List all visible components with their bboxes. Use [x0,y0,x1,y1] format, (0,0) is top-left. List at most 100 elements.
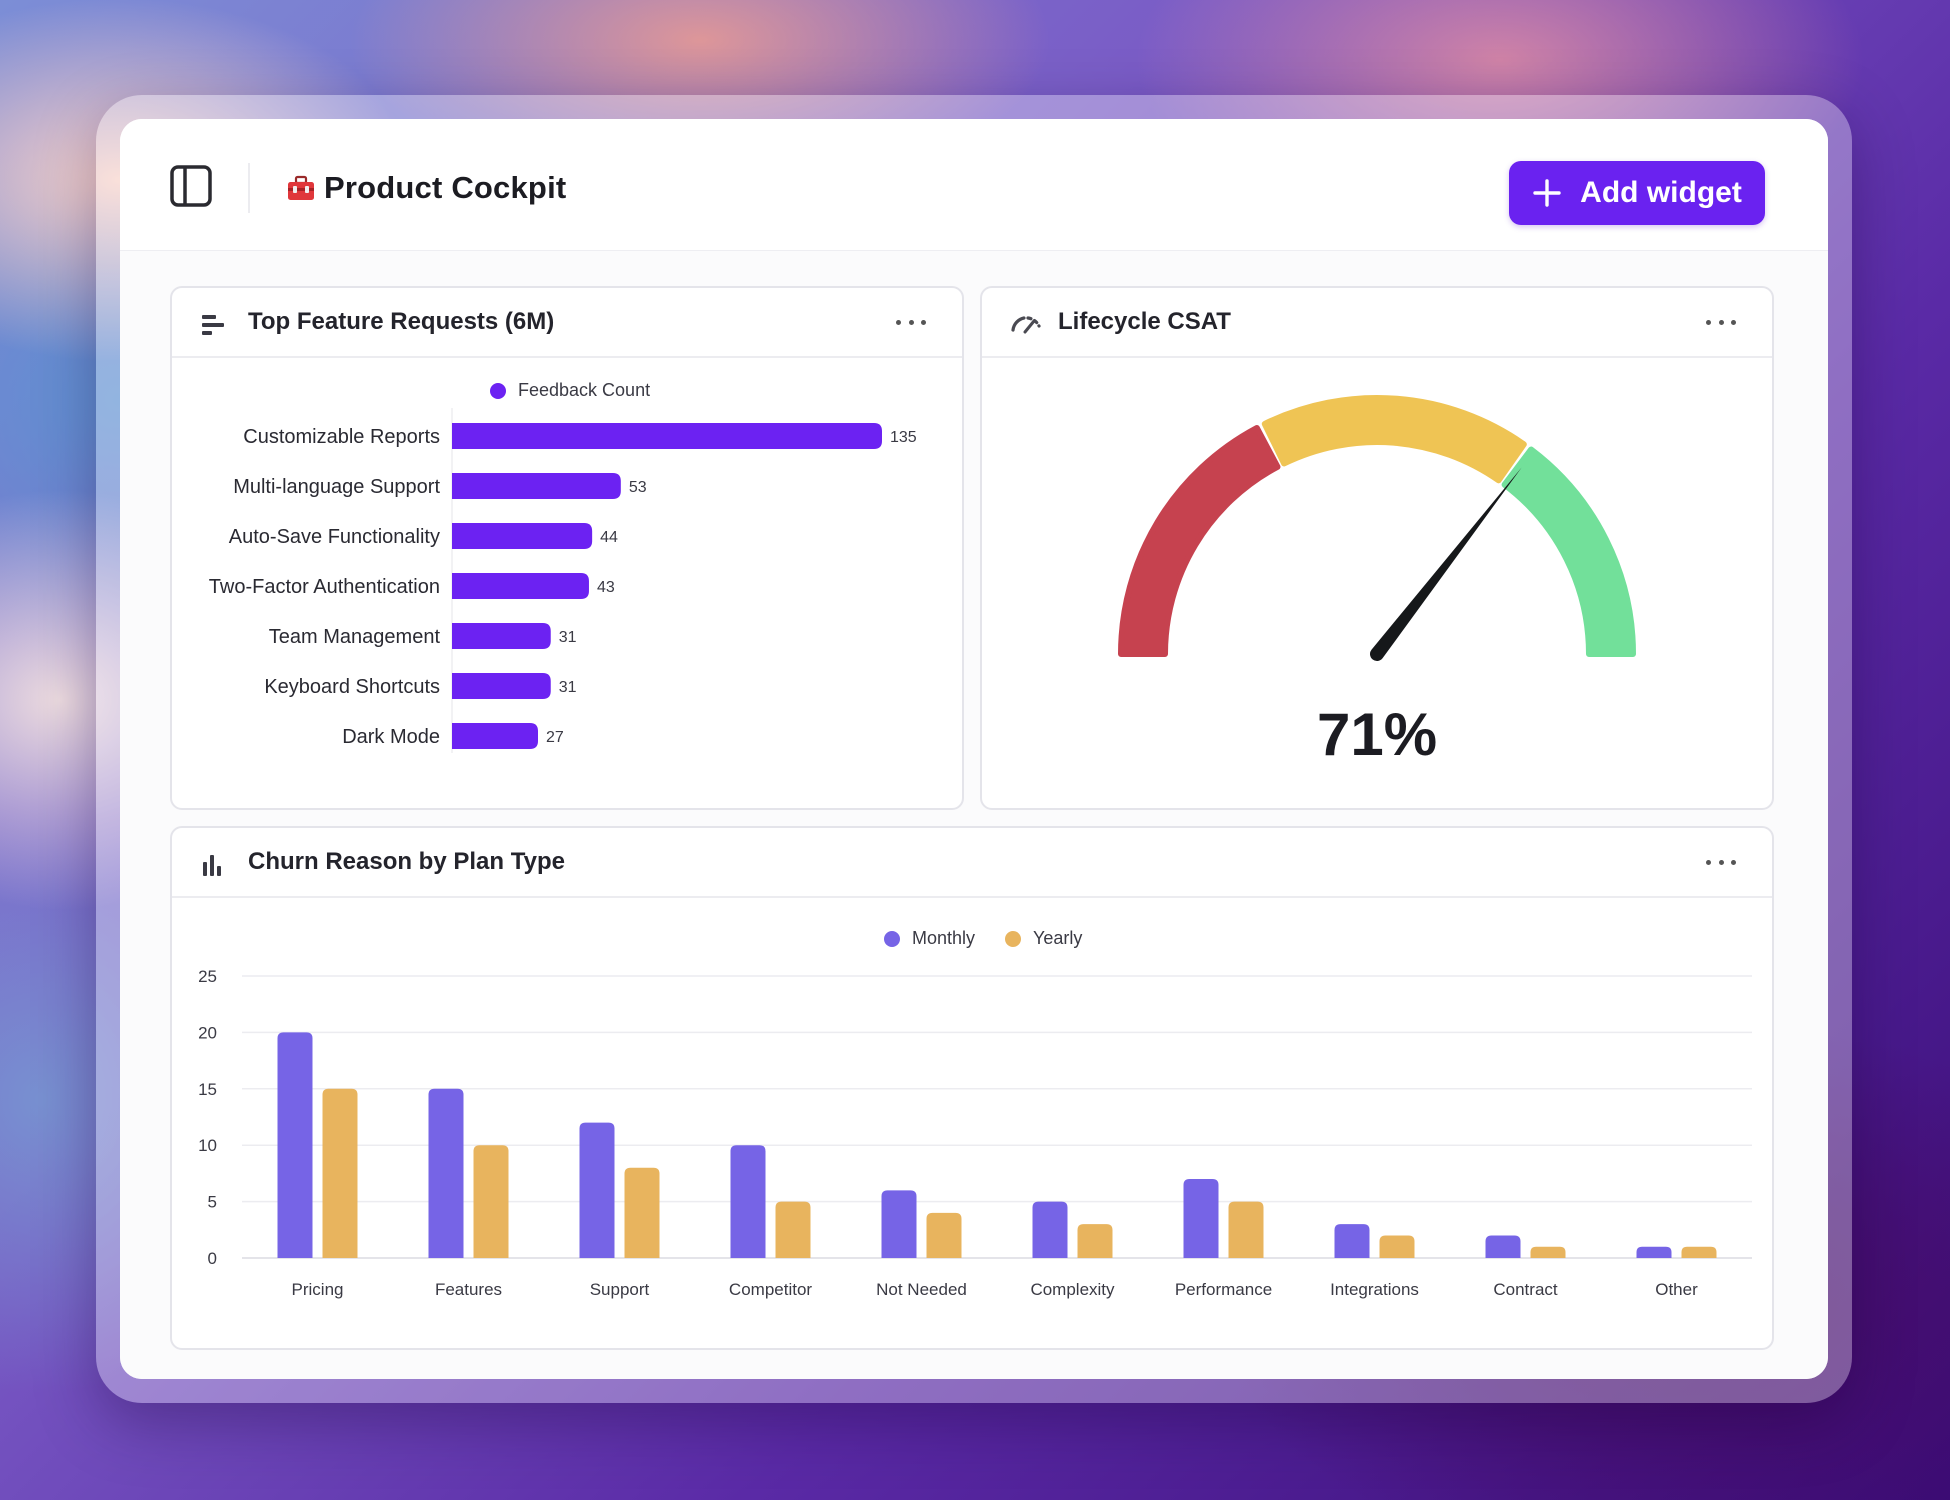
y-tick-label: 0 [208,1249,217,1268]
legend-dot [490,382,506,399]
data-label: 53 [629,479,647,496]
churn-widget: Churn Reason by Plan Type Monthly Yearly… [170,826,1774,1350]
legend-dot [1005,930,1022,947]
gauge-band-red [1118,424,1281,657]
legend-label: Yearly [1033,928,1083,948]
csat-widget: Lifecycle CSAT 71% [980,286,1774,810]
legend-item-yearly: Yearly [1005,928,1082,949]
bar[interactable] [452,523,593,549]
churn-chart: 0 5 10 15 20 25 Pricing Features Support Competit… [198,967,1752,1299]
vertical-bars-icon [203,855,221,876]
gauge-icon [1011,316,1041,334]
horizontal-bars-icon [202,315,224,335]
y-tick-label: 20 [198,1023,217,1042]
bar-monthly[interactable] [1485,1235,1521,1258]
gauge-band-green [1501,446,1636,657]
bar-monthly[interactable] [579,1122,615,1258]
x-tick-label: Complexity [1030,1280,1115,1299]
legend-label: Monthly [912,928,976,948]
bar-yearly[interactable] [1077,1224,1113,1258]
bar-yearly[interactable] [1379,1235,1415,1258]
widget-title: Lifecycle CSAT [1058,308,1231,335]
legend-dot [884,930,900,947]
x-tick-label: Contract [1493,1280,1558,1299]
bar-monthly[interactable] [1334,1224,1370,1258]
y-tick-label: 5 [208,1193,217,1212]
x-tick-label: Other [1655,1280,1698,1299]
bar[interactable] [452,723,538,749]
bar-monthly[interactable] [1032,1201,1068,1258]
bar[interactable] [452,623,551,649]
plus-icon [1533,179,1561,207]
bar-yearly[interactable] [1530,1246,1566,1258]
x-tick-label: Competitor [729,1280,812,1299]
bar[interactable] [452,473,621,499]
data-label: 135 [890,429,917,446]
bar-yearly[interactable] [473,1145,509,1258]
x-tick-label: Performance [1175,1280,1272,1299]
widget-header: Top Feature Requests (6M) [172,288,962,358]
category-label: Auto-Save Functionality [229,526,440,548]
bar-yearly[interactable] [775,1201,811,1258]
category-label: Team Management [269,626,441,648]
more-options-icon[interactable] [1706,850,1736,874]
category-label: Keyboard Shortcuts [264,676,440,698]
dashboard-card: Product Cockpit Add widget Top Feature R… [120,119,1828,1379]
bar-monthly[interactable] [881,1190,917,1258]
bar-monthly[interactable] [730,1145,766,1258]
widget-header: Churn Reason by Plan Type [172,828,1772,898]
category-label: Dark Mode [342,726,440,748]
bar-monthly[interactable] [428,1088,464,1258]
legend-item: Feedback Count [490,380,650,401]
toolbox-icon [288,175,314,200]
data-label: 43 [597,579,615,596]
dashboard-content: Top Feature Requests (6M) Feedback Count… [120,251,1828,1379]
widget-title: Top Feature Requests (6M) [248,308,555,335]
csat-gauge: 71% [1118,395,1636,768]
widget-header: Lifecycle CSAT [982,288,1772,358]
more-options-icon[interactable] [1706,310,1736,334]
gauge-needle [1370,467,1522,661]
feature-requests-chart: Customizable Reports 135 Multi-language Su… [209,408,917,753]
category-label: Two-Factor Authentication [209,576,440,598]
bar[interactable] [452,673,551,699]
bar-monthly[interactable] [1636,1246,1672,1258]
x-tick-label: Support [590,1280,650,1299]
data-label: 31 [559,679,577,696]
legend-item-monthly: Monthly [884,928,975,949]
page-title-group: Product Cockpit [286,163,566,213]
data-label: 27 [546,729,564,746]
add-widget-label: Add widget [1580,176,1742,209]
bar-yearly[interactable] [624,1167,660,1258]
data-label: 31 [559,629,577,646]
category-label: Multi-language Support [233,476,440,498]
bar-yearly[interactable] [322,1088,358,1258]
legend-label: Feedback Count [518,380,651,400]
gauge-value: 71% [1317,701,1437,768]
x-tick-label: Not Needed [876,1280,967,1299]
x-tick-label: Pricing [292,1280,344,1299]
bar-yearly[interactable] [1681,1246,1717,1258]
y-tick-label: 15 [198,1080,217,1099]
header-divider [248,163,250,213]
bar[interactable] [452,423,882,449]
data-label: 44 [600,529,618,546]
bar-monthly[interactable] [277,1032,313,1258]
feature-requests-widget: Top Feature Requests (6M) Feedback Count… [170,286,964,810]
gauge-band-yellow [1261,395,1527,484]
bar-yearly[interactable] [1228,1201,1264,1258]
add-widget-button[interactable]: Add widget [1509,161,1765,225]
x-tick-label: Features [435,1280,502,1299]
y-tick-label: 25 [198,967,217,986]
chart-legend: Monthly Yearly [884,928,1082,949]
bar-monthly[interactable] [1183,1179,1219,1258]
widget-title: Churn Reason by Plan Type [248,848,565,875]
bar-yearly[interactable] [926,1212,962,1258]
more-options-icon[interactable] [896,310,926,334]
bar[interactable] [452,573,589,599]
sidebar-toggle-icon[interactable] [170,165,212,207]
page-title: Product Cockpit [324,170,567,205]
chart-legend: Feedback Count [490,380,650,401]
x-tick-label: Integrations [1330,1280,1419,1299]
y-tick-label: 10 [198,1136,217,1155]
